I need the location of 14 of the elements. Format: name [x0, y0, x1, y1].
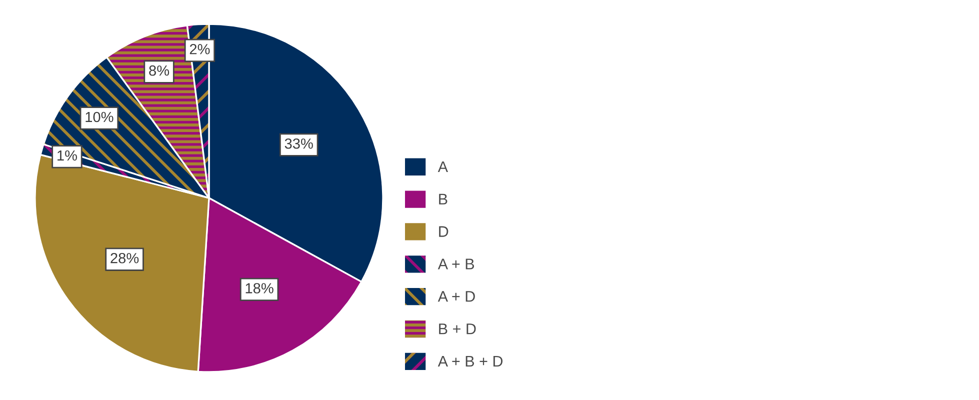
legend-label: A + B + D [438, 356, 503, 367]
legend-label: B [439, 194, 448, 204]
data-label: 18% [246, 283, 274, 294]
legend-label: D [439, 226, 448, 237]
data-label: 33% [284, 138, 313, 149]
legend-label: A + B [438, 258, 474, 270]
data-label: 2% [190, 44, 210, 54]
data-label: 28% [110, 252, 139, 264]
data-label: 1% [58, 150, 77, 161]
data-label: 8% [149, 65, 170, 76]
legend-label: A [438, 161, 448, 172]
legend-label: A + D [438, 291, 475, 302]
legend-label: B + D [439, 324, 476, 334]
data-label: 10% [86, 112, 114, 122]
